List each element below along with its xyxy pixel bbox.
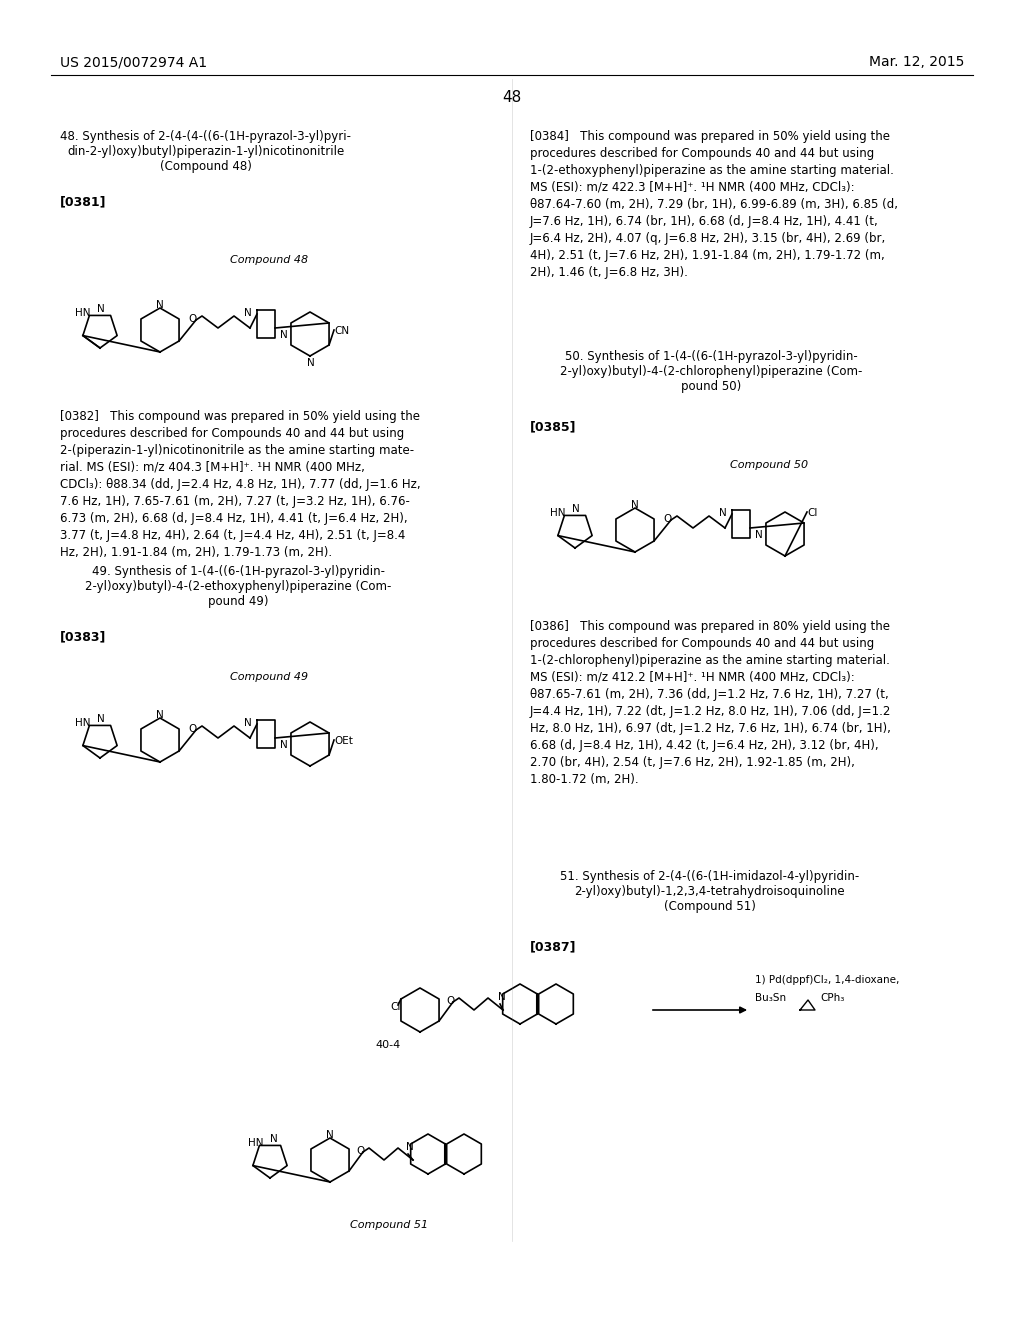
Text: HN: HN xyxy=(75,718,90,729)
Text: N: N xyxy=(406,1142,414,1152)
Text: [0381]: [0381] xyxy=(60,195,106,209)
Text: 49. Synthesis of 1-(4-((6-(1H-pyrazol-3-yl)pyridin-
2-yl)oxy)butyl)-4-(2-ethoxyp: 49. Synthesis of 1-(4-((6-(1H-pyrazol-3-… xyxy=(85,565,391,609)
Text: Compound 50: Compound 50 xyxy=(730,459,808,470)
Text: N: N xyxy=(244,308,252,318)
Text: 51. Synthesis of 2-(4-((6-(1H-imidazol-4-yl)pyridin-
2-yl)oxy)butyl)-1,2,3,4-tet: 51. Synthesis of 2-(4-((6-(1H-imidazol-4… xyxy=(560,870,859,913)
Text: 48: 48 xyxy=(503,90,521,106)
Text: 1) Pd(dppf)Cl₂, 1,4-dioxane,: 1) Pd(dppf)Cl₂, 1,4-dioxane, xyxy=(755,975,899,985)
Text: N: N xyxy=(755,531,763,540)
Text: O: O xyxy=(446,997,455,1006)
Text: HN: HN xyxy=(75,308,90,318)
Text: N: N xyxy=(572,504,580,513)
Text: N: N xyxy=(498,993,506,1002)
Text: N: N xyxy=(631,500,639,510)
Text: 40-4: 40-4 xyxy=(375,1040,400,1049)
Text: O: O xyxy=(188,723,197,734)
Text: N: N xyxy=(156,710,164,719)
Text: Compound 48: Compound 48 xyxy=(230,255,308,265)
Text: N: N xyxy=(244,718,252,729)
Text: O: O xyxy=(663,513,672,524)
Text: N: N xyxy=(280,741,288,750)
Text: N: N xyxy=(97,714,104,723)
Text: OEt: OEt xyxy=(334,737,353,746)
Text: N: N xyxy=(719,508,727,517)
Text: N: N xyxy=(307,358,314,368)
Text: N: N xyxy=(326,1130,334,1140)
Text: [0383]: [0383] xyxy=(60,630,106,643)
Text: HN: HN xyxy=(550,508,565,517)
Text: US 2015/0072974 A1: US 2015/0072974 A1 xyxy=(60,55,207,69)
Text: Bu₃Sn: Bu₃Sn xyxy=(755,993,786,1003)
Text: [0384]   This compound was prepared in 50% yield using the
procedures described : [0384] This compound was prepared in 50%… xyxy=(530,129,898,279)
Text: Cl: Cl xyxy=(390,1002,400,1012)
Text: Mar. 12, 2015: Mar. 12, 2015 xyxy=(868,55,964,69)
Text: [0385]: [0385] xyxy=(530,420,577,433)
Text: O: O xyxy=(188,314,197,323)
Text: [0387]: [0387] xyxy=(530,940,577,953)
Text: [0386]   This compound was prepared in 80% yield using the
procedures described : [0386] This compound was prepared in 80%… xyxy=(530,620,891,785)
Text: Compound 49: Compound 49 xyxy=(230,672,308,682)
Text: N: N xyxy=(156,300,164,310)
Text: N: N xyxy=(280,330,288,341)
Text: N: N xyxy=(270,1134,278,1144)
Text: N: N xyxy=(97,304,104,314)
Text: [0382]   This compound was prepared in 50% yield using the
procedures described : [0382] This compound was prepared in 50%… xyxy=(60,411,421,558)
Text: CN: CN xyxy=(334,326,349,337)
Text: 50. Synthesis of 1-(4-((6-(1H-pyrazol-3-yl)pyridin-
2-yl)oxy)butyl)-4-(2-chlorop: 50. Synthesis of 1-(4-((6-(1H-pyrazol-3-… xyxy=(560,350,862,393)
Text: CPh₃: CPh₃ xyxy=(820,993,845,1003)
Text: O: O xyxy=(356,1146,365,1156)
Text: 48. Synthesis of 2-(4-(4-((6-(1H-pyrazol-3-yl)pyri-
din-2-yl)oxy)butyl)piperazin: 48. Synthesis of 2-(4-(4-((6-(1H-pyrazol… xyxy=(60,129,351,173)
Text: Cl: Cl xyxy=(807,508,817,517)
Text: Compound 51: Compound 51 xyxy=(350,1220,428,1230)
Text: HN: HN xyxy=(248,1138,263,1148)
